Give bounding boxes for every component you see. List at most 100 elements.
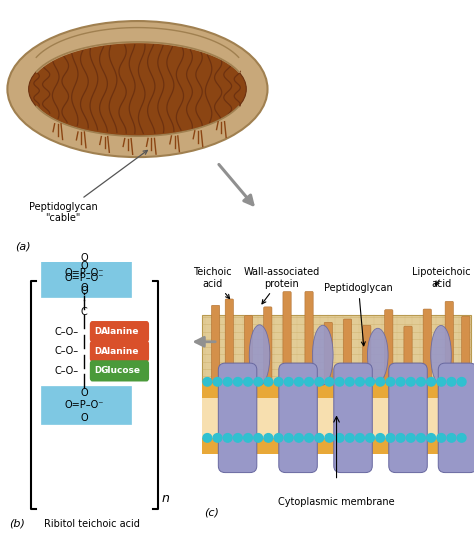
FancyBboxPatch shape [225,299,233,383]
FancyBboxPatch shape [90,360,149,381]
Circle shape [203,378,212,386]
Circle shape [346,378,354,386]
Circle shape [417,378,425,386]
FancyBboxPatch shape [445,301,454,383]
Circle shape [447,378,456,386]
Text: O: O [80,253,88,263]
Text: Alanine: Alanine [101,327,140,336]
Text: C–O–: C–O– [54,346,78,356]
Text: O=P–O⁻: O=P–O⁻ [64,268,104,278]
Circle shape [213,378,222,386]
Circle shape [315,378,324,386]
FancyBboxPatch shape [202,315,471,382]
Text: Teichoic
acid: Teichoic acid [193,267,232,299]
FancyBboxPatch shape [385,310,393,383]
Circle shape [284,378,293,386]
Text: (b): (b) [9,519,25,529]
Circle shape [335,378,344,386]
Text: O=P–O⁻: O=P–O⁻ [64,273,104,283]
Circle shape [457,378,466,386]
FancyBboxPatch shape [404,326,412,383]
Text: O: O [80,388,88,397]
Text: O: O [80,261,88,271]
Circle shape [406,378,415,386]
Circle shape [233,434,242,442]
Text: O: O [80,413,88,423]
Circle shape [315,434,324,442]
Circle shape [437,434,446,442]
Circle shape [365,378,374,386]
FancyBboxPatch shape [41,251,131,294]
FancyBboxPatch shape [334,363,372,473]
Circle shape [223,378,232,386]
FancyBboxPatch shape [90,321,149,342]
Text: C–O–: C–O– [54,366,78,376]
Circle shape [325,434,334,442]
Circle shape [244,434,253,442]
Circle shape [396,378,405,386]
Circle shape [264,434,273,442]
FancyBboxPatch shape [283,292,291,383]
Circle shape [254,434,263,442]
Circle shape [417,434,425,442]
Circle shape [346,434,354,442]
Text: O: O [80,286,88,296]
FancyBboxPatch shape [41,386,131,423]
Text: Peptidoglycan: Peptidoglycan [324,283,393,346]
FancyBboxPatch shape [90,341,149,362]
Text: O: O [80,282,88,293]
Circle shape [427,378,436,386]
FancyBboxPatch shape [264,307,272,383]
Circle shape [386,434,395,442]
Circle shape [396,434,405,442]
Text: (c): (c) [205,508,219,518]
FancyBboxPatch shape [324,323,332,383]
FancyBboxPatch shape [41,259,131,297]
Circle shape [376,378,385,386]
Circle shape [356,434,365,442]
Circle shape [244,378,253,386]
Circle shape [274,378,283,386]
Circle shape [447,434,456,442]
Circle shape [376,434,385,442]
Text: n: n [161,492,169,505]
Text: Alanine: Alanine [101,347,140,356]
Ellipse shape [8,21,267,157]
Ellipse shape [431,325,451,385]
FancyBboxPatch shape [279,363,317,473]
FancyBboxPatch shape [462,316,470,383]
Circle shape [294,378,303,386]
FancyBboxPatch shape [305,292,313,383]
Circle shape [305,434,313,442]
FancyBboxPatch shape [423,309,431,383]
Circle shape [264,378,273,386]
FancyBboxPatch shape [343,319,352,383]
Text: Cytoplasmic membrane: Cytoplasmic membrane [278,497,395,507]
Text: Lipoteichoic
acid: Lipoteichoic acid [412,267,470,288]
Text: O=P–O⁻: O=P–O⁻ [64,400,104,410]
Bar [202,438,471,454]
Circle shape [406,434,415,442]
Circle shape [305,378,313,386]
Text: (a): (a) [15,241,31,252]
Circle shape [223,434,232,442]
Text: Peptidoglycan
"cable": Peptidoglycan "cable" [29,151,147,223]
Circle shape [233,378,242,386]
Ellipse shape [312,325,333,385]
FancyBboxPatch shape [219,363,257,473]
Ellipse shape [28,42,246,136]
FancyBboxPatch shape [363,325,371,383]
Circle shape [437,378,446,386]
Circle shape [457,434,466,442]
Circle shape [365,434,374,442]
Circle shape [325,378,334,386]
Ellipse shape [367,328,388,382]
Circle shape [335,434,344,442]
FancyBboxPatch shape [438,363,474,473]
Text: D-: D- [94,366,105,375]
Circle shape [284,434,293,442]
Bar [202,382,471,398]
Text: C: C [81,307,87,317]
Circle shape [254,378,263,386]
Text: Glucose: Glucose [100,366,140,375]
